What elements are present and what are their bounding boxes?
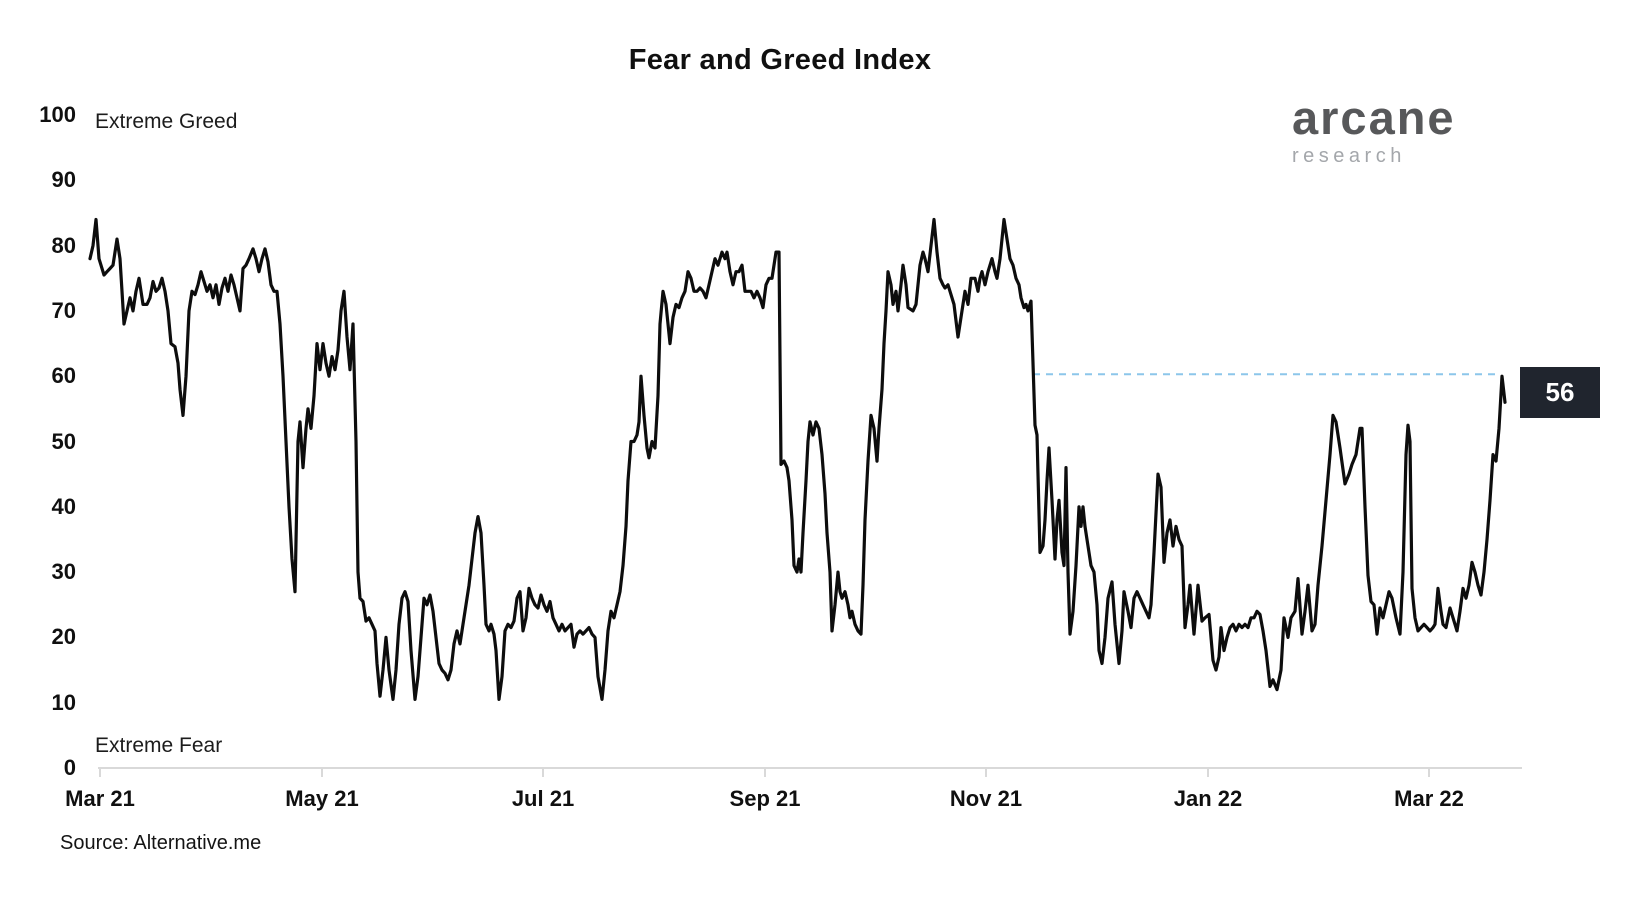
y-axis-label-70: 70 [51,297,76,323]
y-axis-label-30: 30 [51,559,76,585]
y-axis-label-50: 50 [51,428,76,454]
x-axis-label-nov-21: Nov 21 [949,786,1023,811]
x-axis-label-mar-21: Mar 21 [65,786,135,811]
latest-value-badge: 56 [1520,367,1600,418]
y-axis-label-20: 20 [51,624,76,650]
logo-brand-text: arcane [1292,91,1456,144]
x-axis-label-mar-22: Mar 22 [1394,786,1464,811]
y-axis-label-90: 90 [51,167,76,193]
arcane-research-logo: arcane research [1292,94,1456,166]
latest-value-text: 56 [1545,377,1575,407]
y-axis-label-10: 10 [51,689,76,715]
y-axis-label-60: 60 [51,363,76,389]
y-axis-label-0: 0 [63,755,76,780]
x-axis-label-sep-21: Sep 21 [729,786,801,811]
y-axis-label-80: 80 [51,232,76,258]
chart-title: Fear and Greed Index [628,44,932,76]
source-attribution: Source: Alternative.me [60,832,262,854]
y-axis-label-100: 100 [39,102,76,127]
zone-label-extreme-greed: Extreme Greed [95,110,238,133]
logo-sub-text: research [1292,145,1406,167]
x-axis-label-may-21: May 21 [285,786,359,811]
x-axis-label-jan-22: Jan 22 [1173,786,1243,811]
zone-label-extreme-fear: Extreme Fear [95,734,223,757]
fear-greed-index-line [88,217,1507,702]
x-axis-label-jul-21: Jul 21 [511,786,575,811]
y-axis-label-40: 40 [51,493,76,519]
